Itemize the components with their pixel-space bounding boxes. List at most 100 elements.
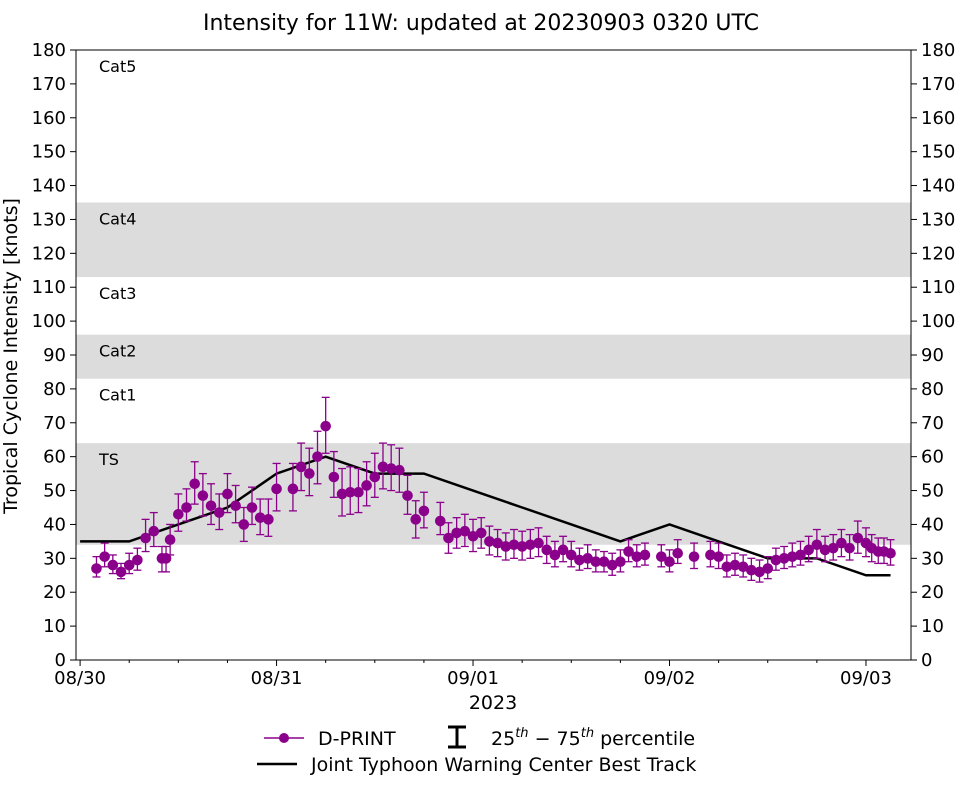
dprint-point — [721, 561, 733, 573]
y-tick-label-left: 110 — [32, 277, 66, 298]
dprint-point — [263, 514, 274, 525]
dprint-point — [484, 536, 495, 547]
y-tick-label-left: 10 — [43, 616, 66, 637]
y-tick-label-left: 80 — [43, 379, 66, 400]
dprint-point — [500, 541, 512, 552]
dprint-point — [631, 551, 643, 562]
dprint-point — [746, 564, 757, 576]
dprint-point — [181, 502, 192, 513]
y-tick-label-right: 130 — [921, 209, 955, 230]
x-tick-label: 08/31 — [251, 668, 303, 689]
dprint-point — [533, 537, 544, 549]
y-tick-label-right: 10 — [921, 616, 944, 637]
dprint-point — [377, 461, 389, 473]
y-tick-label-right: 20 — [921, 582, 944, 603]
dprint-point — [254, 512, 266, 523]
y-tick-label-left: 0 — [55, 650, 66, 671]
dprint-point — [459, 525, 471, 537]
dprint-point — [304, 468, 315, 479]
dprint-point — [795, 549, 806, 561]
chart-title: Intensity for 11W: updated at 20230903 0… — [203, 11, 759, 36]
dprint-point — [598, 556, 610, 568]
y-tick-label-left: 170 — [32, 74, 66, 95]
y-tick-label-right: 40 — [921, 514, 944, 535]
dprint-point — [434, 515, 446, 527]
dprint-point — [623, 546, 634, 557]
dprint-point — [189, 478, 201, 490]
y-tick-label-right: 160 — [921, 108, 955, 129]
dprint-point — [737, 561, 749, 573]
dprint-point — [713, 551, 724, 562]
y-tick-label-right: 90 — [921, 345, 944, 366]
y-tick-label-left: 90 — [43, 345, 66, 366]
dprint-point — [164, 534, 176, 545]
y-tick-label-left: 160 — [32, 108, 66, 129]
dprint-point — [91, 563, 102, 574]
dprint-point — [410, 514, 422, 525]
band-cat2 — [76, 334, 911, 379]
dprint-point — [287, 483, 299, 495]
dprint-point — [467, 531, 479, 542]
y-tick-label-right: 110 — [921, 277, 955, 298]
dprint-point — [827, 542, 839, 554]
dprint-point — [160, 553, 172, 564]
dprint-point — [140, 532, 151, 544]
dprint-point — [770, 554, 782, 566]
dprint-point — [394, 464, 405, 476]
dprint-point — [803, 544, 814, 556]
dprint-point — [369, 471, 381, 483]
y-tick-label-left: 60 — [43, 447, 66, 468]
dprint-point — [312, 451, 323, 462]
y-tick-label-right: 150 — [921, 142, 955, 163]
y-tick-label-right: 120 — [921, 243, 955, 264]
dprint-point — [361, 480, 372, 491]
y-axis-left: 0 10 20 30 40 50 60 70 80 90 100 110 120 130 140 150 160… — [32, 40, 76, 671]
category-label-cat5: Cat5 — [99, 57, 136, 76]
dprint-point — [205, 500, 217, 512]
x-tick-label: 09/03 — [840, 668, 892, 689]
y-tick-label-left: 20 — [43, 582, 66, 603]
y-tick-label-left: 50 — [43, 481, 66, 502]
y-tick-label-right: 70 — [921, 413, 944, 434]
dprint-point — [836, 537, 847, 549]
dprint-point — [606, 559, 618, 571]
dprint-point — [132, 554, 143, 566]
dprint-point — [230, 500, 241, 512]
legend-dprint-marker — [279, 733, 289, 743]
category-label-ts: TS — [98, 450, 119, 469]
y-tick-label-right: 180 — [921, 40, 955, 61]
dprint-point — [525, 539, 536, 551]
dprint-point — [656, 551, 667, 562]
category-label-cat1: Cat1 — [99, 386, 136, 405]
dprint-point — [541, 544, 553, 556]
y-tick-label-right: 170 — [921, 74, 955, 95]
band-ts — [76, 443, 911, 545]
dprint-point — [107, 559, 119, 571]
dprint-point — [565, 549, 577, 561]
dprint-point — [885, 547, 896, 559]
dprint-point — [402, 490, 413, 501]
dprint-point — [222, 488, 233, 500]
dprint-point — [811, 539, 823, 551]
legend-errorbar-icon — [448, 725, 466, 749]
dprint-point — [271, 483, 282, 495]
dprint-point — [672, 547, 683, 559]
dprint-point — [99, 551, 110, 562]
dprint-point — [418, 505, 430, 517]
y-tick-label-left: 40 — [43, 514, 66, 535]
y-tick-label-left: 150 — [32, 142, 66, 163]
dprint-point — [762, 563, 774, 574]
dprint-point — [615, 556, 626, 568]
dprint-point — [639, 549, 651, 561]
dprint-point — [115, 566, 127, 578]
legend-best-track-label: Joint Typhoon Warning Center Best Track — [310, 754, 696, 776]
dprint-point — [786, 551, 798, 562]
x-axis-title: 2023 — [469, 692, 517, 714]
dprint-point — [246, 502, 258, 513]
band-cat4 — [76, 202, 911, 278]
y-tick-label-left: 100 — [32, 311, 66, 332]
y-tick-label-right: 140 — [921, 176, 955, 197]
x-tick-label: 08/30 — [54, 668, 106, 689]
dprint-point — [549, 549, 561, 561]
dprint-point — [336, 488, 348, 500]
